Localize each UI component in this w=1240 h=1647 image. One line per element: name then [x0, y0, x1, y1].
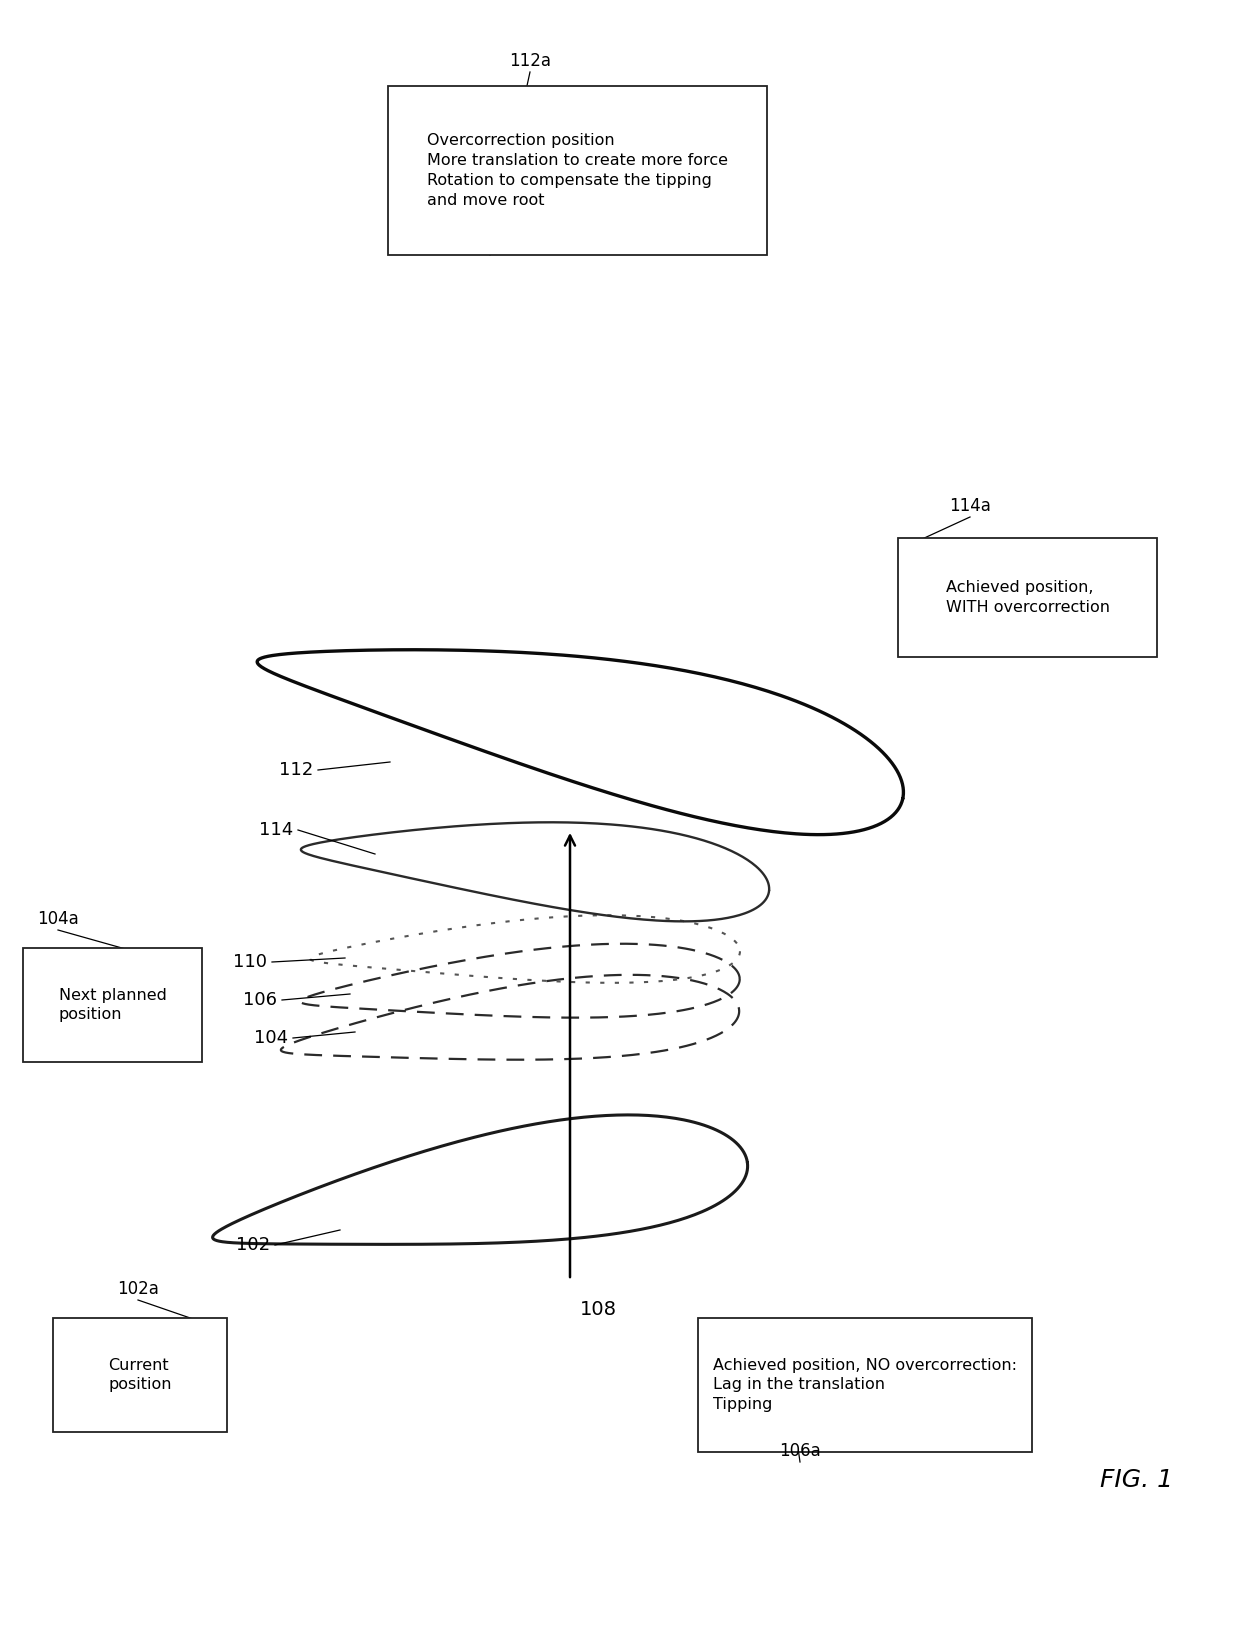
Text: 106: 106	[243, 991, 277, 1010]
Text: 114a: 114a	[949, 497, 991, 516]
Text: Next planned
position: Next planned position	[58, 988, 166, 1023]
Text: 110: 110	[233, 954, 267, 972]
Text: 114: 114	[259, 820, 293, 838]
FancyBboxPatch shape	[698, 1318, 1032, 1453]
Text: 108: 108	[580, 1299, 618, 1319]
FancyBboxPatch shape	[898, 539, 1157, 657]
Text: 104a: 104a	[37, 911, 79, 927]
Text: Current
position: Current position	[108, 1357, 172, 1392]
Text: 112: 112	[279, 761, 312, 779]
Text: Overcorrection position
More translation to create more force
Rotation to compen: Overcorrection position More translation…	[427, 133, 728, 208]
Text: 112a: 112a	[508, 53, 551, 71]
Text: Achieved position, NO overcorrection:
Lag in the translation
Tipping: Achieved position, NO overcorrection: La…	[713, 1357, 1017, 1411]
Text: Achieved position,
WITH overcorrection: Achieved position, WITH overcorrection	[945, 580, 1110, 614]
Text: 104: 104	[254, 1029, 288, 1047]
Text: 102a: 102a	[117, 1280, 159, 1298]
Text: 102: 102	[236, 1235, 270, 1253]
FancyBboxPatch shape	[388, 86, 768, 255]
FancyBboxPatch shape	[53, 1318, 227, 1431]
Text: 106a: 106a	[779, 1443, 821, 1459]
Text: FIG. 1: FIG. 1	[1100, 1467, 1173, 1492]
FancyBboxPatch shape	[24, 949, 202, 1062]
